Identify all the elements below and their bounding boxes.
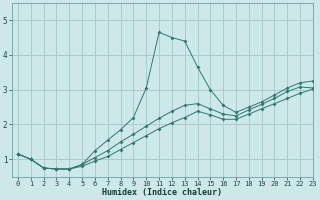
X-axis label: Humidex (Indice chaleur): Humidex (Indice chaleur) xyxy=(102,188,222,197)
